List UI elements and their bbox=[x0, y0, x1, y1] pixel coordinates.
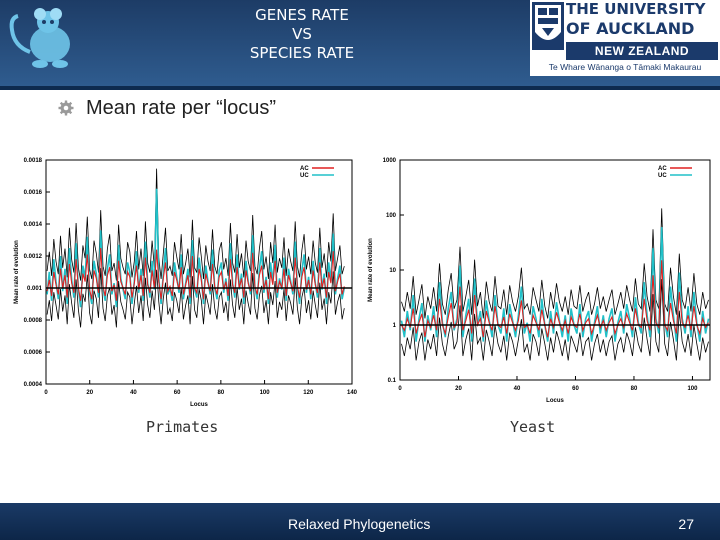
logo-line-1: THE UNIVERSITY bbox=[566, 0, 706, 18]
logo-line-4: Te Whare Wānanga o Tāmaki Makaurau bbox=[548, 62, 702, 72]
x-tick-label: 20 bbox=[455, 386, 462, 392]
y-tick-label: 0.0014 bbox=[24, 222, 43, 228]
y-tick-label: 100 bbox=[386, 213, 397, 219]
x-axis-label: Locus bbox=[546, 398, 564, 404]
gear-bullet-icon bbox=[58, 100, 74, 116]
caption-yeast: Yeast bbox=[510, 418, 556, 436]
title-line-2: VS bbox=[292, 25, 312, 43]
x-tick-label: 120 bbox=[303, 390, 314, 396]
x-tick-label: 100 bbox=[687, 386, 698, 392]
legend-label-uc: UC bbox=[300, 173, 309, 179]
y-tick-label: 1000 bbox=[383, 158, 397, 164]
university-crest-icon bbox=[532, 2, 564, 50]
x-axis-label: Locus bbox=[190, 402, 208, 408]
page-number: 27 bbox=[678, 516, 694, 532]
x-tick-label: 80 bbox=[218, 390, 225, 396]
x-tick-label: 60 bbox=[174, 390, 181, 396]
y-tick-label: 0.001 bbox=[27, 286, 43, 292]
legend-label-uc: UC bbox=[658, 173, 667, 179]
title-line-1: GENES RATE bbox=[255, 6, 349, 24]
legend-label-ac: AC bbox=[658, 166, 667, 172]
x-tick-label: 140 bbox=[347, 390, 358, 396]
x-tick-label: 20 bbox=[86, 390, 93, 396]
y-tick-label: 0.1 bbox=[388, 378, 397, 384]
y-tick-label: 0.0004 bbox=[24, 382, 43, 388]
slide-footer bbox=[0, 503, 720, 540]
y-tick-label: 0.0012 bbox=[24, 254, 43, 260]
y-tick-label: 10 bbox=[389, 268, 396, 274]
university-logo: THE UNIVERSITY OF AUCKLAND NEW ZEALAND T… bbox=[530, 0, 720, 76]
rat-mascot-icon bbox=[9, 8, 70, 68]
x-tick-label: 60 bbox=[572, 386, 579, 392]
x-tick-label: 100 bbox=[260, 390, 271, 396]
series-ac-line bbox=[46, 247, 345, 301]
primates-rate-chart: 0.0004 0.0006 0.0008 0.001 0.0012 0.0014 0.001… bbox=[14, 158, 358, 408]
upper-interval-line bbox=[401, 208, 709, 319]
y-tick-label: 0.0018 bbox=[24, 158, 43, 164]
lower-interval-line bbox=[46, 268, 345, 328]
slide-header: GENES RATE VS SPECIES RATE THE UNIVERSIT… bbox=[0, 0, 720, 90]
legend-label-ac: AC bbox=[300, 166, 309, 172]
series-uc-line bbox=[46, 188, 346, 308]
lower-interval-line bbox=[401, 279, 709, 361]
y-tick-label: 0.0008 bbox=[24, 318, 43, 324]
x-tick-label: 80 bbox=[631, 386, 638, 392]
slide-title: GENES RATE VS SPECIES RATE bbox=[200, 6, 404, 63]
y-axis-label: Mean rate of evolution bbox=[14, 240, 20, 304]
logo-line-2: OF AUCKLAND bbox=[566, 19, 695, 38]
upper-interval-line bbox=[46, 168, 345, 281]
yeast-rate-chart: 0.1 1 10 100 1000 0 20 40 60 80 100 Locus Mean rate … bbox=[368, 158, 711, 404]
x-tick-label: 40 bbox=[514, 386, 521, 392]
logo-line-3: NEW ZEALAND bbox=[566, 42, 718, 60]
y-tick-label: 0.0006 bbox=[24, 350, 43, 356]
x-tick-label: 40 bbox=[130, 390, 137, 396]
title-line-3: SPECIES RATE bbox=[249, 44, 355, 62]
footer-text: Relaxed Phylogenetics bbox=[288, 516, 431, 532]
bullet-text: Mean rate per “locus” bbox=[86, 97, 277, 119]
x-tick-label: 0 bbox=[398, 386, 402, 392]
y-tick-label: 1 bbox=[393, 323, 397, 329]
caption-primates: Primates bbox=[146, 418, 219, 436]
y-axis-label: Mean rate of evolution bbox=[368, 238, 374, 302]
x-tick-label: 0 bbox=[44, 390, 48, 396]
y-tick-label: 0.0016 bbox=[24, 190, 43, 196]
